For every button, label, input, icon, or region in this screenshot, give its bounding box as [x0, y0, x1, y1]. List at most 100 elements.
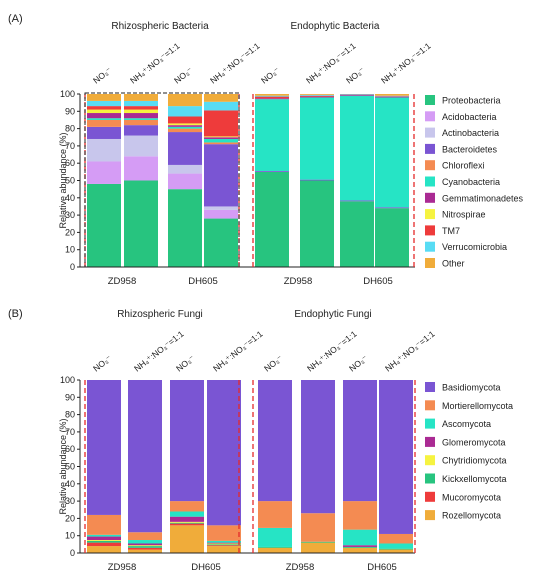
condition-label: NO₃⁻	[259, 65, 282, 86]
condition-label: NO₃⁻	[262, 353, 285, 374]
y-tick-label: 20	[65, 513, 75, 523]
legend-swatch	[425, 491, 435, 502]
condition-label: NH₄⁺:NO₃⁻=1:1	[383, 329, 437, 374]
legend-label: TM7	[442, 226, 460, 236]
bar-segment	[124, 118, 158, 120]
bar-segment	[258, 501, 292, 528]
legend-label: Kickxellomycota	[442, 474, 507, 484]
bar-segment	[379, 548, 413, 550]
legend-label: Glomeromycota	[442, 437, 506, 447]
bar-segment	[204, 144, 238, 207]
chart-panel-1: (A) Rhizospheric Bacteria Endophytic Bacte…	[8, 13, 524, 287]
legend-swatch	[425, 473, 435, 484]
legend-label: Cyanobacteria	[442, 177, 500, 187]
stacked-bar	[128, 380, 162, 553]
bar-segment	[87, 536, 121, 541]
bar-segment	[207, 542, 241, 544]
chart-panel-2: (B) Rhizospheric Fungi Endophytic Fungi 0 10…	[8, 308, 513, 573]
legend-swatch	[425, 241, 435, 252]
bar-segment	[168, 123, 202, 126]
bar-segment	[170, 501, 204, 512]
bar-segment	[300, 97, 334, 180]
legend-swatch	[425, 258, 435, 268]
y-tick-label: 0	[70, 548, 75, 558]
legend-swatch	[425, 95, 435, 105]
condition-label: NO₃⁻	[91, 353, 114, 374]
bar-segment	[379, 549, 413, 553]
bar-segment	[168, 126, 202, 129]
condition-label: NO₃⁻	[174, 353, 197, 374]
y-tick-label: 70	[65, 427, 75, 437]
bar-segment	[204, 209, 238, 219]
legend-label: Proteobacteria	[442, 96, 501, 106]
y-tick-label: 90	[65, 392, 75, 402]
bar-segment	[258, 527, 292, 547]
legend-label: Chloroflexi	[442, 161, 485, 171]
bar-segment	[124, 106, 158, 110]
legend-label: Mortierellomycota	[442, 401, 513, 411]
bar-segment	[204, 218, 238, 267]
bar-segment	[255, 170, 289, 172]
y-axis-label: Relative abundance (%)	[58, 132, 68, 228]
site-label: DH605	[191, 562, 221, 573]
bar-segment	[170, 525, 204, 553]
bar-segment	[87, 380, 121, 515]
bar-segment	[128, 546, 162, 548]
bar-segment	[170, 511, 204, 517]
bar-segment	[170, 522, 204, 524]
bar-segment	[168, 173, 202, 190]
bar-segment	[207, 546, 241, 553]
site-label: DH605	[363, 276, 393, 287]
y-tick-label: 90	[65, 106, 75, 116]
bar-segment	[207, 543, 241, 545]
bar-segment	[124, 113, 158, 119]
stacked-bar	[124, 94, 158, 267]
y-tick-label: 100	[60, 375, 75, 385]
bar-segment	[87, 109, 121, 114]
bar-segment	[255, 99, 289, 171]
bar-segment	[168, 94, 202, 107]
bar-segment	[128, 543, 162, 546]
bar-segment	[87, 540, 121, 541]
site-label: ZD958	[284, 276, 313, 287]
bar-segment	[255, 171, 289, 267]
bar-segment	[168, 132, 202, 165]
legend-label: Mucoromycota	[442, 492, 501, 502]
stacked-bar	[170, 380, 204, 553]
bar-segment	[375, 207, 409, 209]
condition-label: NO₃⁻	[347, 353, 370, 374]
bar-segment	[124, 109, 158, 114]
bar-segment	[375, 94, 409, 96]
bar-segment	[255, 96, 289, 99]
y-tick-label: 60	[65, 158, 75, 168]
condition-label: NO₃⁻	[91, 65, 114, 86]
bar-segment	[170, 380, 204, 502]
bar-segment	[204, 206, 238, 210]
stacked-bar	[340, 94, 374, 267]
stacked-bar	[258, 380, 292, 553]
bar-segment	[300, 94, 334, 95]
y-tick-label: 40	[65, 193, 75, 203]
bar-segment	[379, 543, 413, 549]
legend-swatch	[425, 160, 435, 171]
y-tick-label: 10	[65, 245, 75, 255]
bar-segment	[128, 545, 162, 547]
bar-segment	[204, 137, 238, 139]
stacked-bar	[301, 380, 335, 553]
bar-segment	[170, 521, 204, 523]
bar-segment	[87, 126, 121, 139]
bar-segment	[128, 547, 162, 550]
bar-segment	[168, 164, 202, 174]
bar-segment	[204, 101, 238, 111]
bar-segment	[375, 208, 409, 267]
bar-segment	[343, 380, 377, 502]
legend-label: Chytridiomycota	[442, 456, 507, 466]
bar-segment	[128, 540, 162, 544]
bar-segment	[124, 135, 158, 157]
bar-segment	[343, 545, 377, 547]
site-label: DH605	[188, 276, 218, 287]
bar-segment	[204, 138, 238, 143]
legend-label: Rozellomycota	[442, 511, 501, 521]
legend-label: Bacteroidetes	[442, 144, 498, 154]
y-tick-label: 0	[70, 262, 75, 272]
